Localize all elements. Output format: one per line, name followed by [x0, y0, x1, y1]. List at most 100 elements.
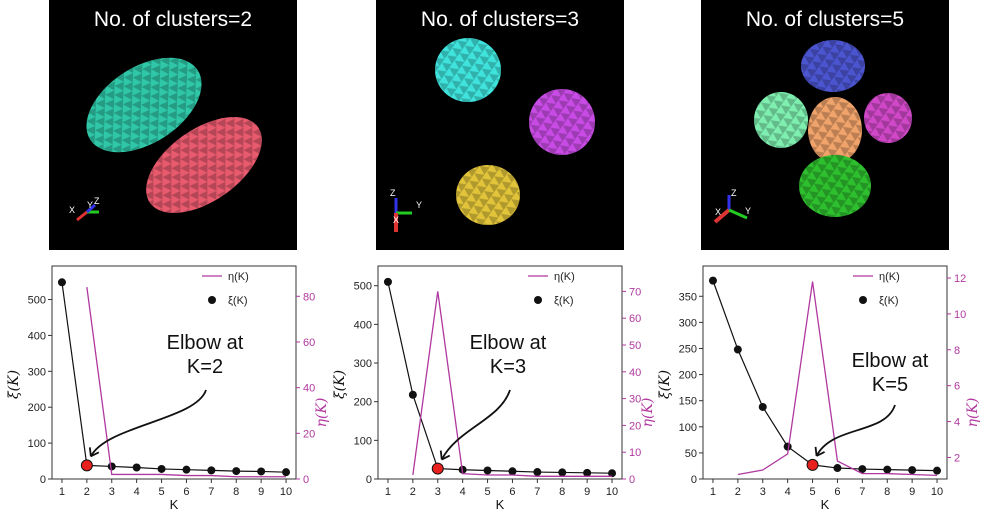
y2-tick-label: 2	[954, 452, 960, 464]
x-tick-label: 6	[183, 486, 189, 498]
cluster-view-5: Z X Y No. of clusters=5	[701, 0, 949, 250]
xi-point	[783, 442, 792, 451]
axis-label-z: Z	[390, 188, 396, 198]
x-tick-label: 1	[710, 486, 716, 498]
y2-tick-label: 60	[303, 337, 315, 349]
legend-eta-label: η(K)	[554, 271, 575, 283]
eta-series-line	[737, 281, 938, 477]
y2-tick-label: 10	[954, 309, 966, 321]
y-tick-label: 400	[354, 319, 372, 331]
elbow-arrow-head	[439, 450, 451, 461]
elbow-chart-1: 1 2 3 4 5 6 7 8 9 10 K 0 100 200 300 400 500 ξ(K) 0 20 40 60 8…	[6, 265, 330, 510]
y2-tick-label: 40	[629, 367, 641, 379]
y-tick-label: 200	[28, 402, 46, 414]
xi-series-line	[712, 280, 938, 472]
axis-label-y: Y	[87, 200, 93, 210]
y-axis-label: ξ(K)	[6, 370, 22, 399]
xi-point	[107, 462, 116, 471]
y-tick-label: 400	[28, 330, 46, 342]
xi-series-line	[387, 281, 613, 474]
x-tick-label: 10	[606, 486, 618, 498]
elbow-label-line1: Elbow at	[470, 332, 547, 354]
legend-xi-label: ξ(K)	[228, 295, 248, 307]
y-tick-label: 300	[354, 358, 372, 370]
x-tick-label: 2	[410, 486, 416, 498]
elbow-point	[806, 458, 819, 471]
elbow-arrow-head	[88, 447, 100, 458]
xi-point	[758, 402, 767, 411]
y-axis-label: ξ(K)	[332, 370, 348, 399]
x-tick-label: 2	[84, 486, 90, 498]
legend-xi-label: ξ(K)	[879, 295, 899, 307]
x-tick-label: 4	[785, 486, 791, 498]
x-tick-label: 8	[559, 486, 565, 498]
x-tick-label: 8	[884, 486, 890, 498]
elbow-arrow-head	[814, 446, 825, 457]
y-tick-label: 150	[679, 396, 697, 408]
elbow-label-line2: K=2	[187, 356, 223, 378]
xi-point	[232, 467, 241, 476]
xi-point	[933, 466, 942, 475]
y-tick-label: 100	[28, 438, 46, 450]
x-tick-label: 8	[233, 486, 239, 498]
xi-point	[708, 276, 717, 285]
y2-tick-label: 4	[954, 417, 960, 429]
y2-axis-label: η(K)	[640, 398, 656, 428]
xi-point	[733, 345, 742, 354]
xi-point	[132, 463, 141, 472]
x-tick-label: 6	[509, 486, 515, 498]
y2-tick-label: 50	[629, 340, 641, 352]
y-tick-label: 350	[679, 291, 697, 303]
y2-tick-label: 20	[303, 428, 315, 440]
x-axis-label: K	[496, 497, 505, 510]
xi-point	[182, 465, 191, 474]
y-tick-label: 50	[685, 448, 697, 460]
y-tick-label: 250	[679, 343, 697, 355]
cluster-scene-2: X Y Z	[69, 57, 262, 222]
x-tick-label: 10	[931, 486, 943, 498]
elbow-point	[431, 462, 444, 475]
xi-point	[207, 466, 216, 475]
axis-label-x: X	[393, 215, 399, 225]
plot-frame	[51, 265, 297, 480]
y2-tick-label: 0	[303, 474, 309, 486]
xi-point	[508, 467, 517, 476]
legend-xi-swatch	[208, 296, 216, 304]
x-tick-label: 7	[534, 486, 540, 498]
elbow-arrow	[815, 404, 896, 457]
elbow-point	[80, 459, 93, 472]
xi-series-line	[61, 282, 287, 473]
x-tick-label: 3	[760, 486, 766, 498]
y2-tick-label: 12	[954, 273, 966, 285]
xi-point	[908, 466, 917, 475]
xi-point	[608, 469, 617, 478]
x-tick-label: 7	[859, 486, 865, 498]
y2-tick-label: 8	[954, 345, 960, 357]
cluster-scene-5: Z X Y	[713, 40, 912, 224]
y2-tick-label: 10	[629, 447, 641, 459]
eta-series-line	[86, 287, 287, 478]
y2-tick-label: 80	[303, 291, 315, 303]
y2-axis-label: η(K)	[314, 398, 330, 428]
elbow-chart-3: 1 2 3 4 5 6 7 8 9 10K050100150200250300350ξ(K)246…	[657, 265, 981, 510]
y2-tick-label: 0	[629, 474, 635, 486]
x-tick-label: 3	[109, 486, 115, 498]
xi-point	[408, 390, 417, 399]
elbow-label-line1: Elbow at	[167, 332, 244, 354]
y-tick-label: 100	[354, 435, 372, 447]
y2-tick-label: 70	[629, 286, 641, 298]
y-tick-label: 300	[28, 366, 46, 378]
xi-point	[558, 468, 567, 477]
xi-point	[533, 468, 542, 477]
axis-label-y: Y	[416, 200, 422, 210]
xi-point	[157, 464, 166, 473]
x-tick-label: 1	[59, 486, 65, 498]
elbow-label-line1: Elbow at	[852, 350, 929, 372]
x-tick-label: 1	[385, 486, 391, 498]
x-tick-label: 3	[435, 486, 441, 498]
axis-triad: Z X Y	[390, 188, 422, 232]
elbow-label-line2: K=3	[490, 356, 526, 378]
cluster-title-3: No. of clusters=3	[420, 8, 580, 31]
cluster-view-3: Z X Y No. of clusters=3	[376, 0, 624, 250]
axis-label-y: Y	[745, 206, 751, 216]
